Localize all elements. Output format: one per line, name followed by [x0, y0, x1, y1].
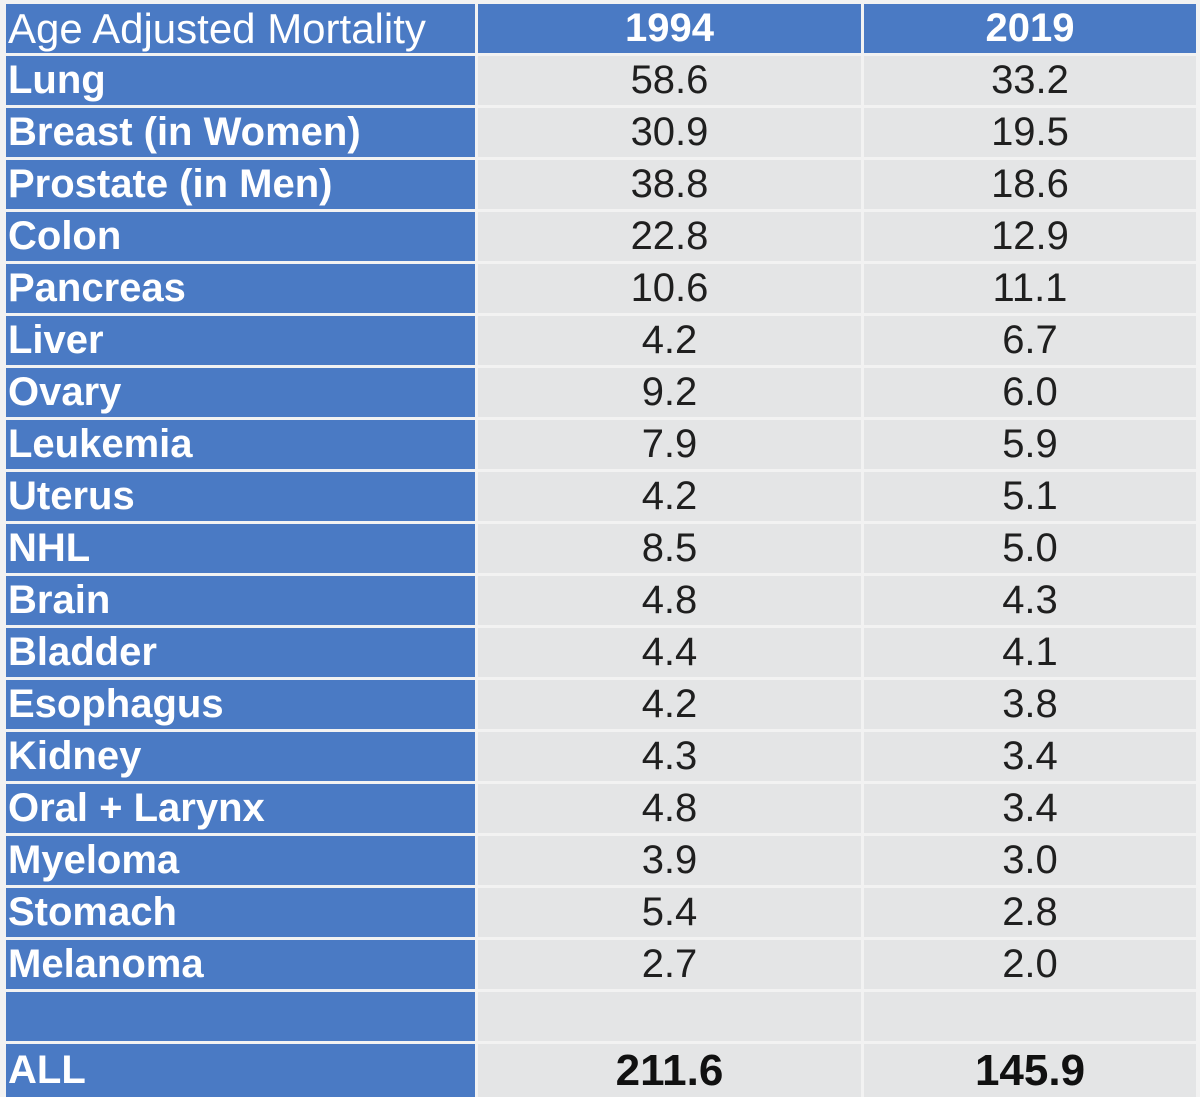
value-2019: 6.0: [864, 368, 1196, 417]
row-label: Breast (in Women): [6, 108, 475, 157]
value-2019: [864, 992, 1196, 1041]
value-1994: 9.2: [478, 368, 861, 417]
value-2019: 5.0: [864, 524, 1196, 573]
value-2019: 2.0: [864, 940, 1196, 989]
total-2019: 145.9: [864, 1044, 1196, 1097]
header-year-1994: 1994: [478, 4, 861, 53]
row-label: [6, 992, 475, 1041]
row-label: Liver: [6, 316, 475, 365]
value-2019: 18.6: [864, 160, 1196, 209]
value-1994: 4.4: [478, 628, 861, 677]
value-1994: 30.9: [478, 108, 861, 157]
value-2019: 3.4: [864, 732, 1196, 781]
value-2019: 6.7: [864, 316, 1196, 365]
value-2019: 33.2: [864, 56, 1196, 105]
value-1994: 38.8: [478, 160, 861, 209]
value-1994: 4.2: [478, 316, 861, 365]
value-2019: 5.9: [864, 420, 1196, 469]
header-year-2019: 2019: [864, 4, 1196, 53]
value-2019: 3.0: [864, 836, 1196, 885]
value-1994: 4.2: [478, 472, 861, 521]
row-label: Stomach: [6, 888, 475, 937]
value-1994: 4.8: [478, 576, 861, 625]
row-label: Melanoma: [6, 940, 475, 989]
value-1994: 10.6: [478, 264, 861, 313]
row-label: Lung: [6, 56, 475, 105]
mortality-table: Age Adjusted Mortality 1994 2019 Lung 58…: [6, 4, 1196, 1097]
row-label: Esophagus: [6, 680, 475, 729]
row-label: Brain: [6, 576, 475, 625]
value-1994: 7.9: [478, 420, 861, 469]
value-2019: 2.8: [864, 888, 1196, 937]
value-1994: 58.6: [478, 56, 861, 105]
value-2019: 3.8: [864, 680, 1196, 729]
row-label: NHL: [6, 524, 475, 573]
value-1994: 4.8: [478, 784, 861, 833]
row-label: Colon: [6, 212, 475, 261]
value-1994: 22.8: [478, 212, 861, 261]
value-1994: [478, 992, 861, 1041]
row-label: Oral + Larynx: [6, 784, 475, 833]
value-2019: 5.1: [864, 472, 1196, 521]
row-label: Myeloma: [6, 836, 475, 885]
value-2019: 4.3: [864, 576, 1196, 625]
header-label: Age Adjusted Mortality: [6, 4, 475, 53]
value-2019: 12.9: [864, 212, 1196, 261]
value-2019: 3.4: [864, 784, 1196, 833]
value-1994: 3.9: [478, 836, 861, 885]
value-1994: 4.3: [478, 732, 861, 781]
value-1994: 8.5: [478, 524, 861, 573]
row-label: Uterus: [6, 472, 475, 521]
value-2019: 19.5: [864, 108, 1196, 157]
row-label: Leukemia: [6, 420, 475, 469]
row-label: Ovary: [6, 368, 475, 417]
value-2019: 4.1: [864, 628, 1196, 677]
total-1994: 211.6: [478, 1044, 861, 1097]
row-label: Kidney: [6, 732, 475, 781]
value-2019: 11.1: [864, 264, 1196, 313]
total-label: ALL: [6, 1044, 475, 1097]
value-1994: 5.4: [478, 888, 861, 937]
row-label: Pancreas: [6, 264, 475, 313]
row-label: Prostate (in Men): [6, 160, 475, 209]
value-1994: 4.2: [478, 680, 861, 729]
value-1994: 2.7: [478, 940, 861, 989]
row-label: Bladder: [6, 628, 475, 677]
